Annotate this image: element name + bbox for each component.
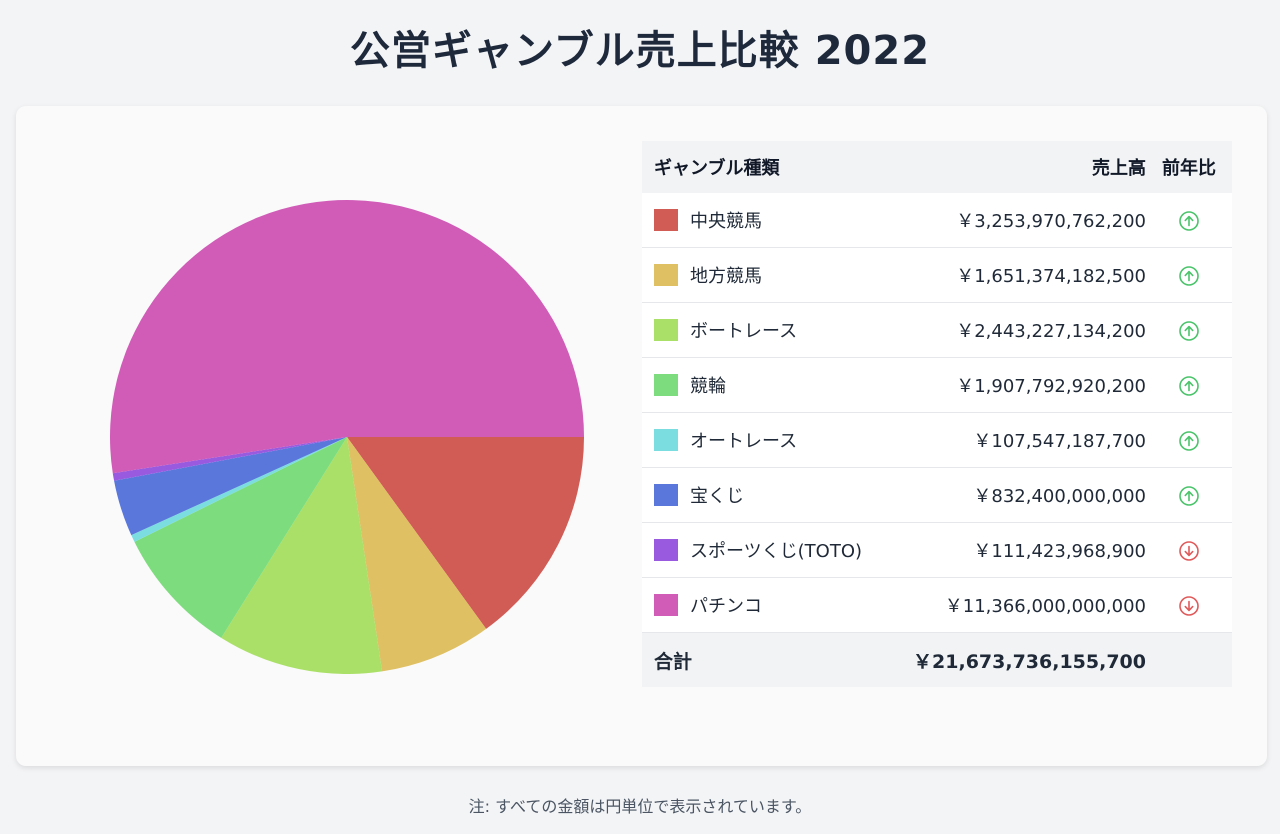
total-row: 合計 ￥21,673,736,155,700	[642, 632, 1232, 688]
row-type-cell: パチンコ	[642, 577, 887, 633]
row-type-label: 競輪	[690, 376, 726, 397]
pie-slice-1[interactable]	[347, 437, 487, 672]
sales-table-container: ギャンブル種類 売上高 前年比 中央競馬 ￥3,253,970,762,200 地方…	[642, 141, 1232, 687]
arrow-up-circle-icon	[1179, 375, 1199, 396]
legend-swatch	[654, 594, 678, 616]
table-row: 競輪 ￥1,907,792,920,200	[642, 357, 1232, 413]
table-row: ボートレース ￥2,443,227,134,200	[642, 302, 1232, 358]
table-row: 中央競馬 ￥3,253,970,762,200	[642, 193, 1232, 248]
row-type-label: 中央競馬	[690, 211, 762, 232]
table-row: オートレース ￥107,547,187,700	[642, 412, 1232, 468]
header-type: ギャンブル種類	[654, 158, 780, 179]
arrow-up-circle-icon	[1179, 265, 1199, 286]
row-sales-value: ￥1,651,374,182,500	[886, 247, 1146, 303]
table-row: スポーツくじ(TOTO) ￥111,423,968,900	[642, 522, 1232, 578]
arrow-up-circle-icon	[1179, 210, 1199, 231]
row-type-label: 地方競馬	[690, 266, 762, 287]
row-type-cell: 中央競馬	[642, 193, 887, 248]
row-type-label: オートレース	[690, 431, 798, 452]
table-row: パチンコ ￥11,366,000,000,000	[642, 577, 1232, 633]
header-yoy: 前年比	[1162, 158, 1216, 179]
total-yoy-empty	[1146, 633, 1232, 688]
arrow-up-circle-icon	[1179, 430, 1199, 451]
header-sales: 売上高	[1092, 158, 1146, 179]
table-row: 宝くじ ￥832,400,000,000	[642, 467, 1232, 523]
row-yoy-cell	[1146, 302, 1232, 358]
arrow-up-circle-icon	[1179, 320, 1199, 341]
row-type-cell: ボートレース	[642, 302, 887, 358]
row-yoy-cell	[1146, 522, 1232, 578]
pie-slice-3[interactable]	[134, 437, 347, 638]
sales-table: ギャンブル種類 売上高 前年比 中央競馬 ￥3,253,970,762,200 地方…	[642, 141, 1232, 687]
page-title: 公営ギャンブル売上比較 2022	[349, 28, 931, 74]
row-yoy-cell	[1146, 193, 1232, 248]
row-type-label: 宝くじ	[690, 486, 744, 507]
row-sales-value: ￥111,423,968,900	[886, 522, 1146, 578]
row-type-cell: 競輪	[642, 357, 887, 413]
row-sales-value: ￥2,443,227,134,200	[886, 302, 1146, 358]
pie-slice-2[interactable]	[221, 437, 383, 674]
row-sales-value: ￥1,907,792,920,200	[886, 357, 1146, 413]
arrow-down-circle-icon	[1179, 540, 1199, 561]
row-type-cell: オートレース	[642, 412, 887, 468]
table-row: 地方競馬 ￥1,651,374,182,500	[642, 247, 1232, 303]
arrow-up-circle-icon	[1179, 485, 1199, 506]
pie-slice-5[interactable]	[114, 437, 347, 536]
chart-card: ギャンブル種類 売上高 前年比 中央競馬 ￥3,253,970,762,200 地方…	[16, 106, 1267, 766]
row-sales-value: ￥3,253,970,762,200	[886, 193, 1146, 248]
legend-swatch	[654, 429, 678, 451]
pie-slice-7[interactable]	[110, 200, 584, 474]
row-yoy-cell	[1146, 247, 1232, 303]
table-body: 中央競馬 ￥3,253,970,762,200 地方競馬 ￥1,651,374,182…	[642, 193, 1232, 633]
footnote: 注: すべての金額は円単位で表示されています。	[468, 797, 812, 816]
row-yoy-cell	[1146, 467, 1232, 523]
total-label: 合計	[654, 650, 693, 673]
row-type-label: スポーツくじ(TOTO)	[690, 541, 863, 562]
legend-swatch	[654, 374, 678, 396]
row-sales-value: ￥107,547,187,700	[886, 412, 1146, 468]
row-type-cell: 宝くじ	[642, 467, 887, 523]
pie-slice-0[interactable]	[347, 437, 584, 629]
pie-slice-6[interactable]	[112, 437, 347, 481]
legend-swatch	[654, 539, 678, 561]
total-value: ￥21,673,736,155,700	[913, 650, 1146, 673]
row-type-label: ボートレース	[690, 321, 798, 342]
legend-swatch	[654, 264, 678, 286]
pie-chart-svg	[110, 200, 584, 674]
legend-swatch	[654, 209, 678, 231]
pie-slice-4[interactable]	[131, 437, 347, 542]
table-header-row: ギャンブル種類 売上高 前年比	[642, 141, 1232, 193]
legend-swatch	[654, 319, 678, 341]
pie-chart	[110, 200, 584, 674]
row-yoy-cell	[1146, 357, 1232, 413]
legend-swatch	[654, 484, 678, 506]
row-sales-value: ￥832,400,000,000	[886, 467, 1146, 523]
row-sales-value: ￥11,366,000,000,000	[886, 577, 1146, 633]
row-type-label: パチンコ	[690, 596, 762, 617]
row-yoy-cell	[1146, 412, 1232, 468]
arrow-down-circle-icon	[1179, 595, 1199, 616]
row-yoy-cell	[1146, 577, 1232, 633]
row-type-cell: 地方競馬	[642, 247, 887, 303]
row-type-cell: スポーツくじ(TOTO)	[642, 522, 887, 578]
